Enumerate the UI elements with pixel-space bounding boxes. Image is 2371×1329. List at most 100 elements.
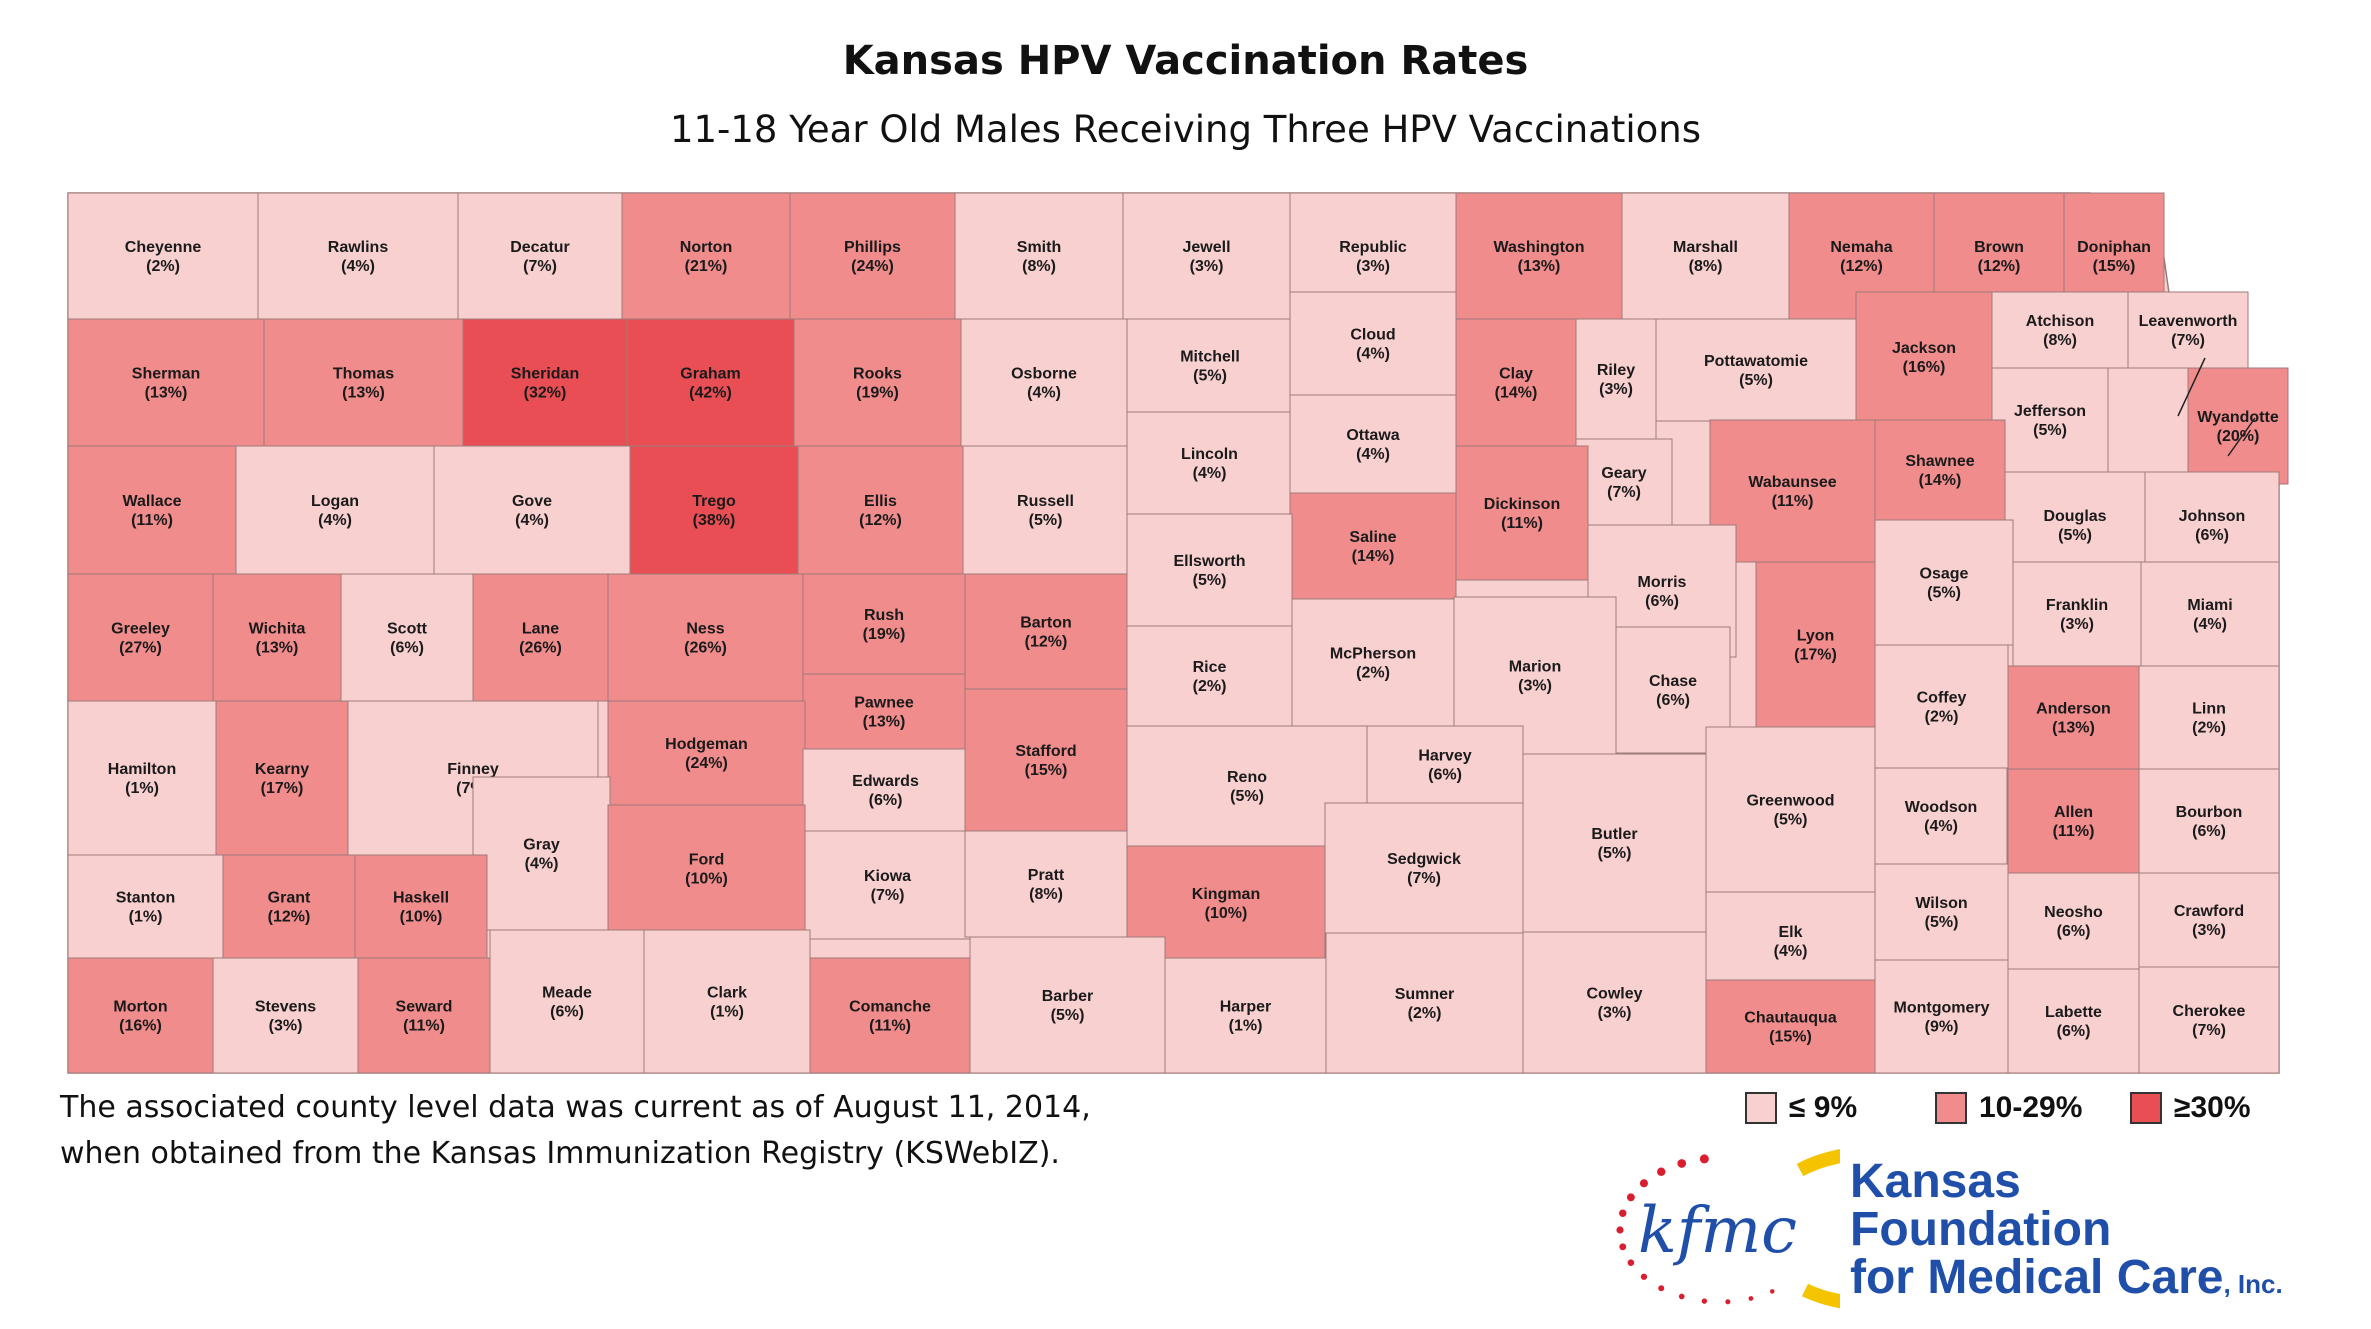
- logo-dot: [1748, 1296, 1754, 1301]
- county-shape: [1126, 625, 1293, 727]
- logo-dot: [1678, 1293, 1685, 1300]
- county-labette: Labette (6%): [2007, 968, 2140, 1074]
- county-name-label: Mitchell: [1180, 349, 1240, 366]
- county-rate-label: (2%): [146, 258, 180, 275]
- county-shape: [2007, 665, 2140, 770]
- county-harvey: Harvey (6%): [1366, 725, 1524, 804]
- county-name-label: Kearny: [255, 761, 309, 778]
- county-name-label: Clay: [1499, 366, 1533, 383]
- legend-swatch-mid: [1935, 1092, 1967, 1124]
- legend-label-high: ≥30%: [2174, 1091, 2251, 1124]
- logo-line-3-suffix: , Inc.: [2223, 1269, 2283, 1299]
- county-harper: Harper (1%): [1164, 957, 1327, 1074]
- county-pratt: Pratt (8%): [964, 830, 1128, 938]
- county-shape: [1655, 318, 1857, 422]
- county-name-label: Riley: [1597, 362, 1635, 379]
- county-rate-label: (5%): [1193, 368, 1227, 385]
- county-name-label: Ness: [686, 621, 724, 638]
- county-rate-label: (12%): [1025, 634, 1068, 651]
- county-shape: [472, 776, 611, 931]
- county-name-label: Linn: [2192, 701, 2226, 718]
- county-shape: [1455, 445, 1589, 581]
- county-anderson: Anderson (13%): [2007, 665, 2140, 770]
- county-shape: [607, 573, 804, 702]
- note-line-1: The associated county level data was cur…: [60, 1090, 1091, 1125]
- county-lyon: Lyon (17%): [1755, 561, 1876, 728]
- county-name-label: Marshall: [1673, 239, 1738, 256]
- county-seward: Seward (11%): [357, 957, 491, 1074]
- county-rate-label: (14%): [1352, 548, 1395, 565]
- county-chase: Chase (6%): [1615, 626, 1731, 754]
- county-name-label: Ford: [689, 852, 725, 869]
- county-rice: Rice (2%): [1126, 625, 1293, 727]
- county-rate-label: (13%): [2052, 720, 2095, 737]
- county-rate-label: (4%): [318, 512, 352, 529]
- county-atchison: Atchison (8%): [1991, 291, 2129, 369]
- county-rate-label: (5%): [1774, 812, 1808, 829]
- logo-dot: [1639, 1179, 1649, 1188]
- county-shape: [2007, 872, 2140, 970]
- county-rate-label: (7%): [1407, 870, 1441, 887]
- county-name-label: Barton: [1020, 615, 1072, 632]
- county-shape: [1575, 438, 1673, 526]
- county-kearny: Kearny (17%): [215, 700, 349, 856]
- county-shape: [1366, 725, 1524, 804]
- county-shape: [1991, 367, 2109, 473]
- county-rooks: Rooks (19%): [793, 318, 962, 447]
- county-barber: Barber (5%): [969, 936, 1166, 1074]
- county-johnson: Johnson (6%): [2144, 471, 2280, 579]
- county-kiowa: Kiowa (7%): [804, 830, 971, 940]
- county-name-label: Johnson: [2179, 508, 2246, 525]
- county-rate-label: (5%): [1598, 845, 1632, 862]
- county-chautauqua: Chautauqua (15%): [1705, 979, 1876, 1074]
- county-name-label: Shawnee: [1905, 453, 1974, 470]
- county-coffey: Coffey (2%): [1874, 644, 2009, 769]
- county-rush: Rush (19%): [802, 573, 966, 675]
- county-shape: [2138, 966, 2280, 1074]
- county-shape: [1122, 192, 1291, 320]
- county-name-label: Stevens: [255, 999, 316, 1016]
- county-barton: Barton (12%): [964, 573, 1128, 690]
- county-shape: [804, 830, 971, 940]
- county-name-label: Rice: [1193, 659, 1227, 676]
- county-shape: [1291, 598, 1455, 727]
- county-rate-label: (17%): [1794, 647, 1837, 664]
- county-name-label: Lane: [522, 621, 559, 638]
- county-rate-label: (11%): [1501, 515, 1543, 532]
- county-stevens: Stevens (3%): [212, 957, 359, 1074]
- county-shape: [969, 936, 1166, 1074]
- county-shape: [1615, 626, 1731, 754]
- county-name-label: Kingman: [1192, 886, 1260, 903]
- county-allen: Allen (11%): [2007, 768, 2140, 874]
- county-shape: [1455, 192, 1623, 320]
- county-franklin: Franklin (3%): [2012, 561, 2142, 667]
- county-name-label: Smith: [1017, 239, 1061, 256]
- county-name-label: Douglas: [2043, 508, 2106, 525]
- county-rate-label: (12%): [859, 512, 902, 529]
- logo-dot: [1626, 1193, 1635, 1202]
- county-rate-label: (7%): [523, 258, 557, 275]
- county-shape: [263, 318, 464, 447]
- legend-item-low: ≤ 9%: [1745, 1088, 1857, 1128]
- county-name-label: Republic: [1339, 239, 1407, 256]
- county-name-label: Rooks: [853, 366, 902, 383]
- county-dickinson: Dickinson (11%): [1455, 445, 1589, 581]
- county-riley: Riley (3%): [1575, 318, 1657, 440]
- county-shape: [235, 445, 435, 575]
- county-rate-label: (2%): [1925, 709, 1959, 726]
- county-name-label: Kiowa: [864, 868, 911, 885]
- logo-wordmark: Kansas Foundation for Medical Care, Inc.: [1850, 1158, 2283, 1308]
- county-shape: [1522, 753, 1707, 933]
- county-shape: [1455, 318, 1577, 447]
- county-cowley: Cowley (3%): [1522, 931, 1707, 1074]
- county-name-label: Jefferson: [2014, 403, 2086, 420]
- county-kingman: Kingman (10%): [1126, 845, 1326, 961]
- county-rate-label: (4%): [1924, 818, 1958, 835]
- county-rate-label: (4%): [341, 258, 375, 275]
- county-osborne: Osborne (4%): [960, 318, 1128, 447]
- county-cloud: Cloud (4%): [1289, 291, 1457, 396]
- county-mitchell: Mitchell (5%): [1126, 318, 1294, 413]
- county-clay: Clay (14%): [1455, 318, 1577, 447]
- county-rate-label: (5%): [1051, 1007, 1085, 1024]
- county-name-label: Pottawatomie: [1704, 353, 1808, 370]
